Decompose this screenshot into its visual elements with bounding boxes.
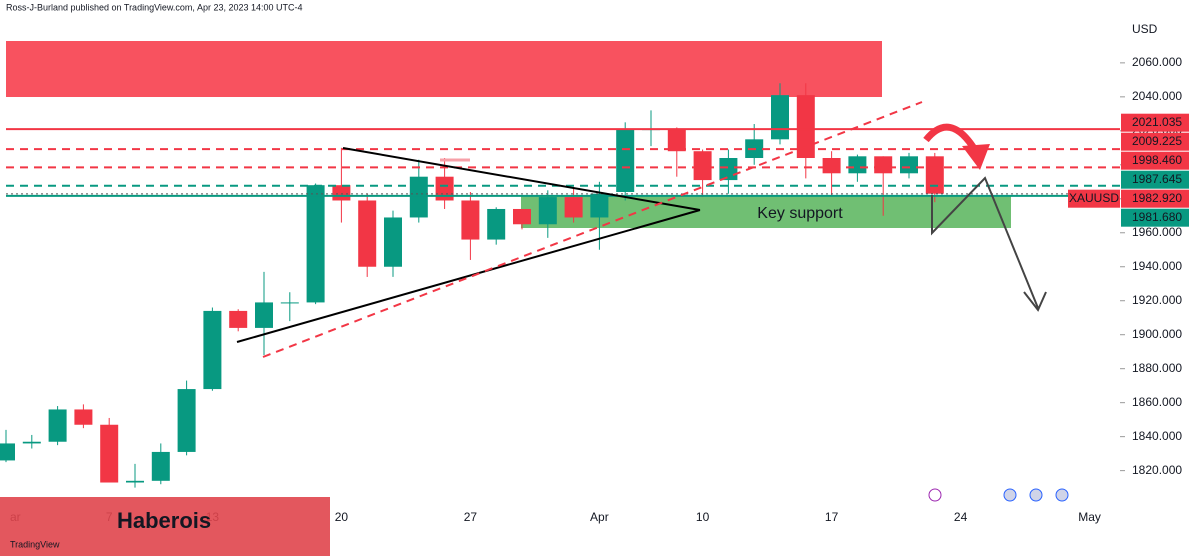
- candle-body: [719, 158, 738, 181]
- arrow-head: [1023, 291, 1047, 312]
- y-tick-label: 2060.000: [1132, 55, 1182, 69]
- price-tag: [1121, 170, 1189, 189]
- annotation: Key support: [757, 205, 843, 222]
- watermark-box: [0, 497, 330, 556]
- y-tick-label: 1940.000: [1132, 259, 1182, 273]
- candle-body: [358, 200, 377, 267]
- symbol-label: XAUUSD: [1069, 191, 1119, 205]
- candle-body: [306, 185, 325, 303]
- x-tick-label: 24: [954, 510, 968, 524]
- price-tag: [1121, 208, 1189, 227]
- candle-body: [590, 193, 609, 218]
- price-tag-label: 1982.920: [1132, 191, 1182, 205]
- icon: [1029, 488, 1043, 502]
- price-tag: [1121, 113, 1189, 132]
- price-tag: [1121, 132, 1189, 151]
- x-tick-label: May: [1078, 510, 1101, 524]
- candle-body: [280, 302, 299, 304]
- candle-body: [435, 176, 454, 201]
- candle-body: [177, 389, 196, 452]
- candle-body: [100, 424, 119, 483]
- candle-body: [151, 451, 170, 481]
- curved-arrow-head: [962, 144, 990, 170]
- candle-body: [48, 409, 67, 442]
- x-tick-label: 27: [464, 510, 478, 524]
- y-tick-label: 1960.000: [1132, 225, 1182, 239]
- price-tag: [1121, 151, 1189, 170]
- candle-body: [74, 409, 93, 425]
- icon: [1003, 488, 1017, 502]
- symbol-tag: [1068, 189, 1120, 208]
- candle-body: [0, 443, 15, 461]
- currency: USD: [1132, 22, 1158, 36]
- y-tick-label: 2040.000: [1132, 89, 1182, 103]
- candle-body: [925, 156, 944, 194]
- candle-body: [487, 208, 506, 240]
- curved-arrow: [923, 123, 978, 152]
- candle-body: [203, 310, 222, 390]
- event-icons: [928, 488, 1069, 502]
- triangle-line: [342, 147, 701, 211]
- drawings: Key support: [236, 101, 1047, 358]
- y-tick-label: 1900.000: [1132, 327, 1182, 341]
- price-axis: [1120, 0, 1200, 556]
- y-tick-label: 1820.000: [1132, 463, 1182, 477]
- candle-body: [616, 129, 635, 192]
- candle-body: [796, 95, 815, 159]
- candle-body: [126, 480, 144, 483]
- y-tick-label: 1880.000: [1132, 361, 1182, 375]
- price-tag-label: 2009.225: [1132, 134, 1182, 148]
- x-tick-label: Apr: [590, 510, 609, 524]
- candle-body: [848, 156, 867, 174]
- candle-body: [822, 158, 841, 174]
- plot: [0, 83, 1120, 488]
- candle-body: [384, 217, 402, 267]
- candle-body: [461, 200, 480, 240]
- candle-body: [409, 176, 428, 218]
- price-tag-label: 1981.680: [1132, 210, 1182, 224]
- projection-arrow: [931, 176, 1039, 309]
- candle-body: [564, 197, 583, 218]
- trend-line: [262, 101, 923, 358]
- resistance-zone: [6, 41, 882, 97]
- candle-body: [255, 302, 273, 328]
- icon: [1055, 488, 1069, 502]
- axes: 1820.000 1840.000 1860.000 1880.000 1900.000…: [10, 55, 1189, 524]
- candle-body: [771, 95, 789, 140]
- candle-body: [229, 310, 248, 328]
- candle-body: [513, 208, 531, 225]
- y-tick-label: 1860.000: [1132, 395, 1182, 409]
- candle-body: [538, 197, 557, 225]
- icon: [928, 488, 942, 502]
- candle-body: [693, 151, 712, 181]
- triangle-line: [236, 209, 701, 343]
- x-tick-label: 10: [696, 510, 710, 524]
- candle-body: [22, 441, 41, 444]
- x-tick-label: 20: [335, 510, 349, 524]
- price-tag-label: 1998.460: [1132, 153, 1182, 167]
- drawings-under: [6, 41, 1011, 228]
- price-tag-label: 1987.645: [1132, 172, 1182, 186]
- candle-body: [874, 156, 893, 174]
- candle-body: [667, 129, 686, 152]
- price-tag-label: 2021.035: [1132, 115, 1182, 129]
- y-tick-label: 1840.000: [1132, 429, 1182, 443]
- watermark: Haberois: [117, 508, 211, 533]
- y-tick-label: 1920.000: [1132, 293, 1182, 307]
- candle-body: [900, 156, 918, 174]
- logo: TradingView: [10, 539, 60, 549]
- price-tag: [1121, 189, 1189, 208]
- candle-body: [332, 185, 351, 201]
- x-tick-label: 17: [825, 510, 839, 524]
- header: Ross-J-Burland published on TradingView.…: [6, 2, 303, 12]
